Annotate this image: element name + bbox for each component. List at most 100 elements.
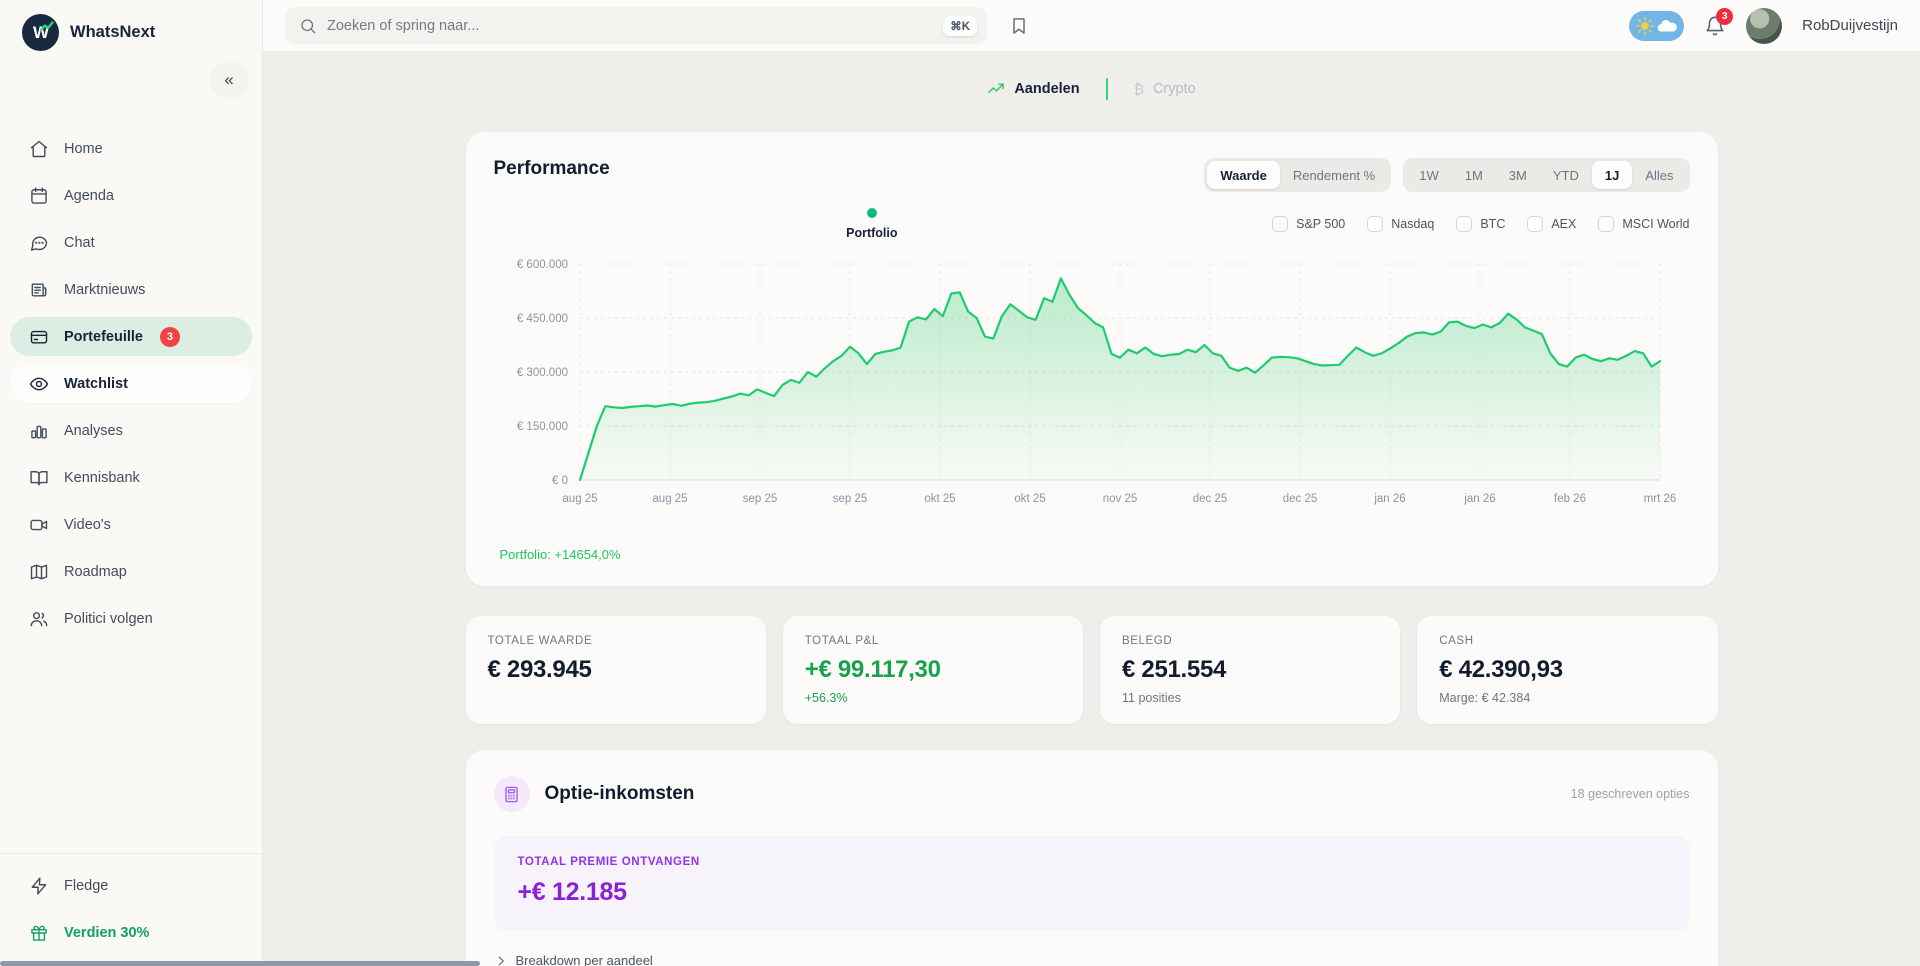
- home-icon: [30, 140, 48, 157]
- svg-text:sep 25: sep 25: [832, 493, 867, 505]
- bookmark-icon: [1013, 17, 1025, 34]
- performance-card: Performance Waarde Rendement % 1W 1M 3M …: [465, 132, 1718, 586]
- stat-sub: +56.3%: [804, 691, 848, 705]
- stats-row: TOTALE WAARDE € 293.945 TOTAAL P&L +€ 99…: [465, 616, 1718, 724]
- legend-btc[interactable]: BTC: [1456, 216, 1505, 232]
- svg-text:€ 150.000: € 150.000: [516, 421, 567, 433]
- stat-card-totaal-pnl: TOTAAL P&L +€ 99.117,30 +56.3%: [782, 616, 1083, 724]
- svg-text:dec 25: dec 25: [1192, 493, 1227, 505]
- premium-panel: TOTAAL PREMIE ONTVANGEN +€ 12.185: [493, 836, 1690, 931]
- calendar-icon: [31, 186, 47, 204]
- search-bar[interactable]: ⌘K: [285, 7, 987, 44]
- whatsnext-logo-icon: W: [22, 14, 59, 51]
- video-icon: [30, 519, 48, 530]
- view-rendement-button[interactable]: Rendement %: [1280, 161, 1388, 189]
- user-avatar[interactable]: [1746, 7, 1783, 44]
- sidebar-item-portefeuille[interactable]: Portefeuille 3: [10, 317, 252, 356]
- svg-text:aug 25: aug 25: [652, 493, 687, 505]
- sidebar-item-roadmap[interactable]: Roadmap: [10, 552, 252, 591]
- range-alles-button[interactable]: Alles: [1632, 161, 1686, 189]
- calculator-icon: [493, 776, 530, 812]
- legend-portfolio[interactable]: Portfolio: [494, 208, 1251, 240]
- bitcoin-icon: ₿: [1133, 81, 1144, 97]
- portefeuille-badge: 3: [159, 326, 180, 347]
- topbar: ⌘K 3 RobDuijvestijn: [263, 0, 1920, 52]
- sidebar-item-chat[interactable]: Chat: [10, 223, 252, 262]
- svg-text:okt 25: okt 25: [924, 493, 955, 505]
- svg-text:€ 450.000: € 450.000: [516, 313, 567, 325]
- svg-text:dec 25: dec 25: [1282, 493, 1317, 505]
- legend-sp500[interactable]: S&P 500: [1272, 216, 1345, 232]
- svg-text:nov 25: nov 25: [1102, 493, 1137, 505]
- view-toggle: Waarde Rendement %: [1204, 158, 1392, 192]
- trending-up-icon: [988, 83, 1005, 94]
- sidebar-footer: Fledge Verdien 30%: [0, 853, 262, 966]
- notifications-button[interactable]: 3: [1704, 7, 1734, 37]
- performance-title: Performance: [493, 158, 610, 179]
- portfolio-return-label: Portfolio: +14654,0%: [499, 547, 621, 562]
- checkbox-nasdaq[interactable]: [1367, 216, 1384, 232]
- tab-divider: [1105, 78, 1108, 100]
- stat-label: TOTAAL P&L: [804, 635, 879, 647]
- sidebar-item-verdien[interactable]: Verdien 30%: [10, 913, 252, 952]
- checkbox-msci[interactable]: [1598, 216, 1615, 232]
- topbar-right: 3 RobDuijvestijn: [1629, 7, 1898, 44]
- svg-text:okt 25: okt 25: [1014, 493, 1045, 505]
- sidebar-item-home[interactable]: Home: [10, 129, 252, 168]
- stat-value: € 293.945: [487, 656, 592, 683]
- tab-crypto[interactable]: ₿ Crypto: [1133, 81, 1196, 97]
- search-input[interactable]: [327, 17, 934, 34]
- sidebar-item-kennisbank[interactable]: Kennisbank: [10, 458, 252, 497]
- portfolio-dot-icon: [866, 208, 877, 218]
- view-waarde-button[interactable]: Waarde: [1207, 161, 1280, 189]
- tab-aandelen[interactable]: Aandelen: [987, 80, 1080, 98]
- range-1j-button[interactable]: 1J: [1591, 161, 1633, 189]
- sun-icon: [1636, 16, 1655, 35]
- legend-aex[interactable]: AEX: [1527, 216, 1576, 232]
- range-1m-button[interactable]: 1M: [1452, 161, 1496, 189]
- stat-card-cash: CASH € 42.390,93 Marge: € 42.384: [1417, 616, 1718, 724]
- stat-label: TOTALE WAARDE: [487, 635, 593, 647]
- stat-label: BELEGD: [1122, 635, 1173, 647]
- sidebar-item-analyses[interactable]: Analyses: [10, 411, 252, 450]
- news-icon: [31, 282, 47, 297]
- map-icon: [30, 564, 48, 579]
- asset-tabs: Aandelen ₿ Crypto: [466, 78, 1718, 100]
- horizontal-scrollbar[interactable]: [0, 961, 480, 966]
- sidebar-item-marktnieuws[interactable]: Marktnieuws: [10, 270, 252, 309]
- range-3m-button[interactable]: 3M: [1496, 161, 1540, 189]
- sidebar-item-watchlist[interactable]: Watchlist: [10, 364, 252, 403]
- legend-msci[interactable]: MSCI World: [1598, 216, 1690, 232]
- stat-value: € 251.554: [1122, 656, 1227, 683]
- brand: W WhatsNext: [0, 0, 262, 61]
- legend-nasdaq[interactable]: Nasdaq: [1367, 216, 1434, 232]
- chevron-right-icon: [498, 956, 504, 965]
- range-ytd-button[interactable]: YTD: [1540, 161, 1592, 189]
- stat-card-totale-waarde: TOTALE WAARDE € 293.945: [465, 616, 766, 724]
- sidebar: W WhatsNext « Home Agenda Chat Marktnieu…: [0, 0, 480, 966]
- zap-icon: [31, 876, 47, 895]
- weather-toggle[interactable]: [1629, 10, 1685, 41]
- svg-text:jan 26: jan 26: [1463, 493, 1495, 505]
- checkbox-btc[interactable]: [1456, 216, 1473, 232]
- chat-icon: [30, 236, 48, 251]
- main-area: ⌘K 3 RobDuijvestijn: [263, 0, 1920, 966]
- premium-label: TOTAAL PREMIE ONTVANGEN: [517, 856, 700, 868]
- checkbox-aex[interactable]: [1527, 216, 1544, 232]
- eye-icon: [29, 377, 49, 390]
- users-icon: [30, 611, 48, 626]
- sidebar-item-agenda[interactable]: Agenda: [10, 176, 252, 215]
- breakdown-toggle[interactable]: Breakdown per aandeel: [494, 953, 1690, 966]
- sidebar-collapse-button[interactable]: «: [210, 61, 248, 99]
- stat-card-belegd: BELEGD € 251.554 11 posities: [1100, 616, 1401, 724]
- sidebar-item-politici[interactable]: Politici volgen: [10, 599, 252, 638]
- range-1w-button[interactable]: 1W: [1406, 161, 1452, 189]
- svg-text:€ 300.000: € 300.000: [516, 367, 567, 379]
- bookmark-button[interactable]: [1009, 16, 1029, 36]
- svg-text:mrt 26: mrt 26: [1643, 493, 1676, 505]
- svg-text:jan 26: jan 26: [1373, 493, 1405, 505]
- sidebar-item-videos[interactable]: Video's: [10, 505, 252, 544]
- checkbox-sp500[interactable]: [1272, 216, 1289, 232]
- sidebar-item-fledge[interactable]: Fledge: [10, 866, 252, 905]
